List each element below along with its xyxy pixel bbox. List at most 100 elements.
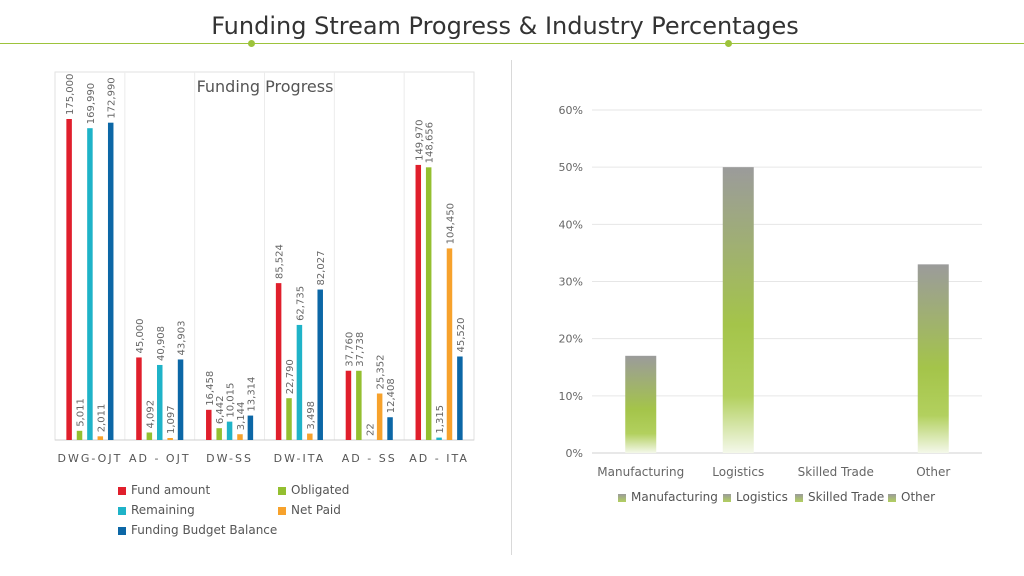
bar-dwg-ojt-series-2 — [87, 128, 93, 441]
bar-dw-ss-series-4 — [247, 415, 254, 440]
bar-dwg-ojt-series-4 — [107, 122, 114, 440]
legend-label: Remaining — [131, 503, 195, 517]
data-label: 5,011 — [76, 398, 87, 427]
y-tick-label: 10% — [559, 390, 583, 403]
data-label: 175,000 — [65, 74, 76, 115]
bar-logistics — [722, 167, 754, 453]
legend-label: Obligated — [291, 483, 350, 497]
data-label: 148,656 — [425, 122, 436, 163]
category-label: AD - ITA — [409, 452, 469, 465]
data-label: 3,498 — [306, 401, 317, 430]
data-label: 45,000 — [135, 318, 146, 353]
title-underline-middle — [251, 43, 728, 44]
bar-ad-ss-series-3 — [376, 393, 383, 440]
bar-ad-ss-series-1 — [356, 370, 362, 440]
data-label: 2,011 — [96, 404, 107, 433]
legend-label: Fund amount — [131, 483, 211, 497]
data-label: 37,738 — [355, 332, 366, 367]
category-label: DWG-OJT — [58, 452, 123, 465]
y-tick-label: 0% — [566, 447, 583, 460]
title-dot-right — [725, 40, 732, 47]
bar-dw-ss-series-3 — [237, 434, 243, 440]
x-category-label: Manufacturing — [597, 465, 684, 479]
data-label: 25,352 — [376, 354, 387, 389]
bar-dw-ss-series-2 — [226, 421, 233, 440]
legend-label: Manufacturing — [631, 490, 718, 504]
legend-item: Fund amount — [118, 483, 210, 497]
data-label: 85,524 — [275, 244, 286, 279]
legend-item: Obligated — [278, 483, 349, 497]
data-label: 22,790 — [285, 359, 296, 394]
legend-item: Logistics — [723, 490, 788, 504]
data-label: 43,903 — [177, 320, 188, 355]
y-tick-label: 40% — [559, 218, 583, 231]
panel-divider — [511, 60, 512, 555]
bar-dw-ita-series-3 — [307, 433, 313, 440]
bar-ad-ita-series-0 — [415, 164, 422, 440]
title-dot-left — [248, 40, 255, 47]
legend-swatch — [888, 493, 896, 502]
funding-progress-chart: Funding Progress 175,000 5,011 169,990 2,011… — [54, 71, 475, 465]
x-category-label: Logistics — [712, 465, 764, 479]
chart-title: Funding Progress — [197, 77, 334, 96]
bar-dwg-ojt-series-0 — [66, 119, 72, 440]
y-tick-label: 50% — [559, 161, 583, 174]
data-label: 169,990 — [86, 83, 97, 124]
data-label: 16,458 — [205, 371, 216, 406]
data-label: 22 — [365, 423, 376, 436]
legend-swatch — [723, 493, 731, 502]
legend-swatch — [278, 486, 286, 495]
data-label: 6,442 — [215, 396, 226, 425]
legend-swatch — [118, 526, 126, 535]
legend-item: Remaining — [118, 503, 195, 517]
data-label: 1,315 — [435, 405, 446, 434]
bar-ad-ita-series-3 — [446, 248, 453, 440]
bar-ad-ojt-series-2 — [157, 364, 163, 440]
bar-dw-ita-series-0 — [275, 283, 282, 440]
legend-swatch — [278, 506, 286, 515]
bar-dw-ita-series-4 — [317, 289, 323, 440]
legend-item: Manufacturing — [618, 490, 718, 504]
bar-ad-ojt-series-0 — [136, 357, 142, 440]
x-category-label: Skilled Trade — [798, 465, 874, 479]
legend-swatch — [118, 506, 126, 515]
bar-manufacturing — [625, 355, 657, 453]
legend-label: Funding Budget Balance — [131, 523, 278, 537]
y-tick-label: 20% — [559, 333, 583, 346]
bar-ad-ss-series-4 — [387, 417, 393, 440]
title-underline-right — [728, 43, 1024, 44]
bar-ad-ojt-series-3 — [167, 437, 173, 440]
legend-item: Net Paid — [278, 503, 341, 517]
category-label: DW-ITA — [274, 452, 326, 465]
page-title: Funding Stream Progress & Industry Perce… — [211, 12, 799, 40]
bar-dwg-ojt-series-1 — [76, 430, 83, 440]
bar-ad-ita-series-2 — [436, 437, 442, 440]
legend-item: Skilled Trade — [795, 490, 884, 504]
bar-dwg-ojt-series-3 — [97, 436, 104, 440]
data-label: 149,970 — [414, 120, 425, 161]
bar-dw-ss-series-1 — [216, 428, 222, 440]
category-label: AD - SS — [342, 452, 397, 465]
legend-swatch — [795, 493, 803, 502]
x-category-label: Other — [916, 465, 950, 479]
legend-swatch — [118, 486, 126, 495]
y-tick-label: 30% — [559, 276, 583, 289]
legend-swatch — [618, 493, 626, 502]
data-label: 4,092 — [145, 400, 156, 429]
data-label: 10,015 — [226, 383, 237, 418]
bar-ad-ss-series-0 — [345, 370, 352, 440]
title-underline-left — [0, 43, 251, 44]
data-label: 45,520 — [456, 318, 467, 353]
data-label: 12,408 — [386, 378, 397, 413]
category-label: AD - OJT — [129, 452, 191, 465]
bar-ad-ita-series-1 — [425, 167, 432, 440]
bar-dw-ita-series-1 — [286, 398, 292, 440]
legend-label: Logistics — [736, 490, 788, 504]
legend-label: Net Paid — [291, 503, 341, 517]
data-label: 62,735 — [295, 286, 306, 321]
data-label: 37,760 — [344, 332, 355, 367]
industry-percentages-chart: 0% 10% 20% 30% 40% 50% 60% Manufacturing Logisti… — [559, 104, 982, 479]
category-label: DW-SS — [206, 452, 253, 465]
bar-dw-ita-series-2 — [296, 324, 303, 440]
bar-other — [917, 264, 949, 453]
